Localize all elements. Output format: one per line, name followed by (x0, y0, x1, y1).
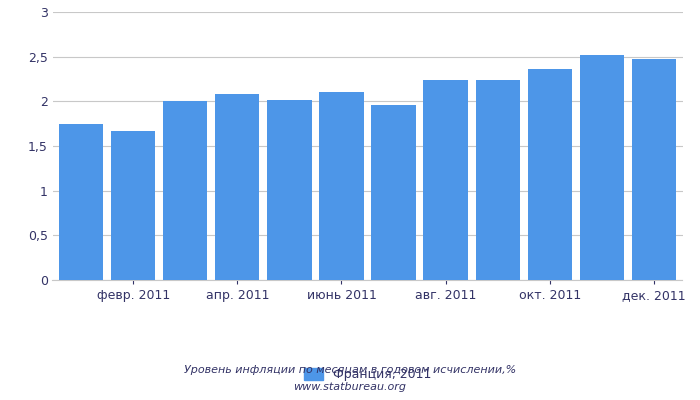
Bar (215, 94, 260, 280)
Bar (163, 101, 207, 280)
Bar (267, 100, 312, 280)
Legend: Франция, 2011: Франция, 2011 (299, 363, 436, 386)
Bar (424, 80, 468, 280)
Bar (111, 131, 155, 280)
Bar (372, 105, 416, 280)
Bar (59, 124, 104, 280)
Bar (631, 59, 676, 280)
Text: www.statbureau.org: www.statbureau.org (293, 382, 407, 392)
Bar (528, 69, 572, 280)
Bar (580, 55, 624, 280)
Text: Уровень инфляции по месяцам в годовом исчислении,%: Уровень инфляции по месяцам в годовом ис… (184, 365, 516, 375)
Bar (475, 80, 520, 280)
Bar (319, 92, 363, 280)
